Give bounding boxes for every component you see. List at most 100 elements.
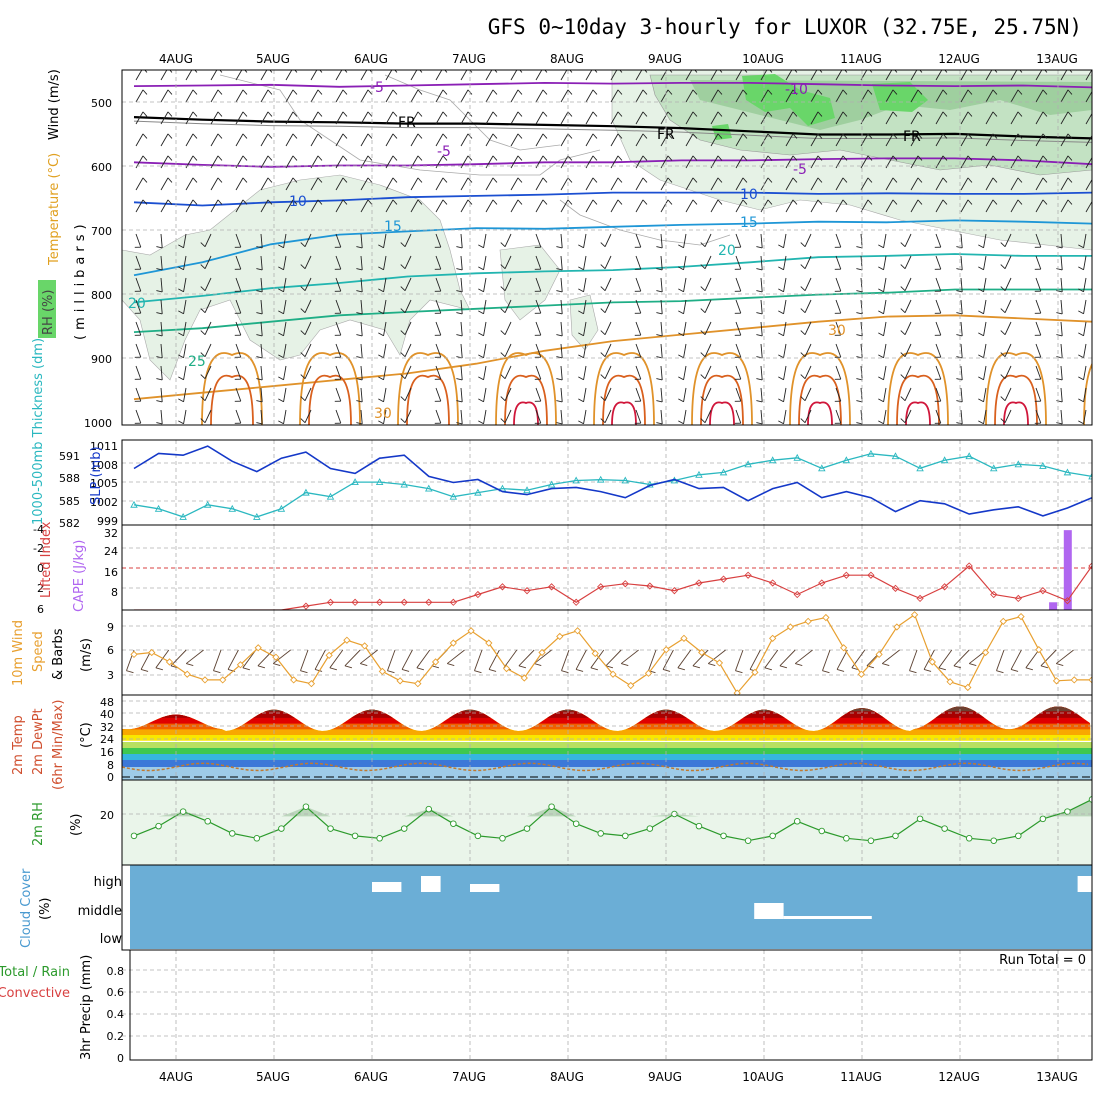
wind-barb-flag: [442, 133, 448, 139]
wind-barb-staff: [335, 155, 344, 169]
wind-barb-staff: [260, 89, 269, 103]
y-tick-label: 1000: [84, 417, 112, 430]
surface-barb-staff: [575, 649, 587, 670]
wind-barb-flag: [500, 330, 506, 336]
top-date-label: 5AUG: [256, 52, 290, 66]
li-marker: [990, 590, 998, 599]
wind-barb-flag: [356, 268, 363, 271]
wind-barb-staff: [704, 365, 712, 379]
wind-barb-staff: [210, 155, 219, 169]
wind-barb-staff: [735, 277, 742, 292]
wind-ticks: 9 6 3: [107, 621, 114, 682]
ylabel-barbs: & Barbs: [51, 628, 66, 680]
li-marker: [425, 598, 433, 606]
wind-barb-staff: [310, 111, 319, 125]
wind-speed-marker: [964, 683, 972, 692]
wind-barb-staff: [383, 365, 387, 380]
wind-barb-flag: [267, 177, 273, 183]
slp-tick: 1011: [90, 440, 118, 453]
wind-barb-flag: [1067, 89, 1073, 95]
wind-barb-staff: [260, 387, 263, 402]
wind-barb-staff: [260, 277, 263, 292]
temp-ticks: 48 40 32 24 16 8 0: [100, 696, 114, 784]
wind-barb-staff: [135, 409, 142, 424]
wind-barb-flag: [1078, 266, 1084, 271]
wind-barb-flag: [1093, 90, 1097, 95]
wind-barb-flag: [667, 111, 673, 117]
wind-barb-staff: [185, 111, 194, 125]
wind-barb-staff: [735, 365, 742, 380]
contour-label: 30: [374, 406, 392, 422]
warm-loop: [1093, 376, 1100, 425]
thickness-marker: [449, 492, 458, 500]
wind-barb-staff: [735, 155, 744, 169]
wind-barb-staff: [1060, 321, 1063, 336]
wind-barb-staff: [983, 409, 987, 424]
slp-line: [133, 445, 1092, 517]
wind-barb-flag: [392, 111, 398, 117]
cape-bar: [1063, 530, 1072, 610]
wind-barb-flag: [367, 111, 373, 117]
wind-barb-staff: [383, 409, 387, 424]
wind-barb-staff: [760, 111, 769, 125]
wind-barb-flag: [200, 308, 206, 314]
wind-barb-flag: [656, 312, 663, 315]
wind-barb-staff: [960, 89, 969, 103]
wind-barb-staff: [560, 199, 569, 213]
wind-barb-flag: [178, 310, 184, 315]
wind-speed-marker: [520, 674, 528, 682]
thickness-marker: [989, 464, 998, 472]
wind-barb-staff: [535, 321, 542, 336]
wind-barb-staff: [885, 89, 894, 103]
wind-barb-staff: [410, 70, 418, 81]
surface-barb-staff: [257, 649, 274, 667]
wind-barb-flag: [178, 332, 184, 337]
slp-panel: 591 588 585 582 1011 1008 1005 1002 999 …: [31, 338, 1093, 530]
rh-marker: [130, 832, 138, 840]
wind-barb-flag: [378, 332, 384, 337]
rh-marker: [278, 825, 285, 832]
wind-barb-flag: [517, 155, 523, 161]
wind-barb-flag: [1042, 133, 1048, 139]
wind-speed-marker: [236, 661, 245, 669]
wind-barb-staff: [460, 177, 469, 191]
wind-barb-flag: [456, 400, 463, 403]
rh-marker: [793, 818, 801, 825]
surface-barb-staff: [662, 649, 674, 670]
rh-marker: [941, 825, 948, 832]
surface-barb-flag: [257, 665, 266, 669]
wind-speed-marker: [662, 646, 670, 654]
y-tick-label: 500: [91, 97, 112, 110]
wind-barb-flag: [900, 330, 906, 336]
wind-barb-flag: [178, 376, 184, 381]
wind-barb-flag: [1093, 178, 1097, 183]
wind-barb-staff: [1035, 343, 1042, 358]
cape-ylabel: CAPE (J/kg): [72, 540, 87, 612]
wind-barb-staff: [485, 70, 493, 81]
wind-barb-flag: [392, 155, 398, 161]
wind-barb-flag: [542, 111, 548, 117]
wind-barb-flag: [667, 177, 673, 183]
wind-ylabel-a: 10m Wind: [11, 620, 26, 686]
wind-speed-marker: [981, 648, 990, 657]
rh-marker: [302, 803, 310, 810]
wind-barb-staff: [404, 365, 412, 379]
wind-barb-flag: [1000, 418, 1006, 424]
wind-barb-staff: [204, 299, 212, 313]
wind-barb-flag: [556, 334, 563, 337]
wind-barb-staff: [435, 277, 442, 292]
wind-barb-flag: [656, 422, 663, 425]
wind-barb-staff: [910, 199, 919, 213]
wind-barb-staff: [635, 111, 644, 125]
wind-barb-flag: [942, 111, 948, 117]
thickness-marker: [891, 452, 900, 460]
rh-marker: [474, 832, 482, 840]
wind-barb-staff: [285, 111, 294, 125]
wind-barb-staff: [960, 199, 969, 213]
wind-barb-staff: [835, 321, 842, 336]
wind-barb-staff: [510, 111, 519, 125]
wind-barb-staff: [183, 365, 187, 380]
surface-barb-staff: [749, 649, 761, 670]
thickness-marker: [768, 456, 777, 464]
surface-barb-staff: [851, 649, 866, 669]
